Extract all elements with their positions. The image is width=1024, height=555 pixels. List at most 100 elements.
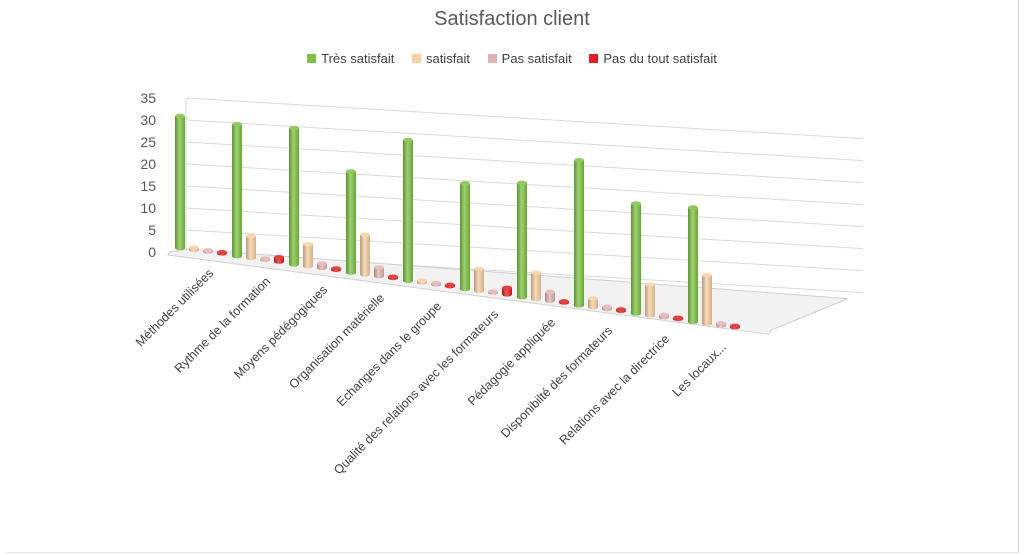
bar-pas-du-tout-satisfait [616,307,626,313]
bar-pas-satisfait [602,304,612,312]
bar-tr-s-satisfait [517,180,527,300]
legend-item-pas-du-tout-satisfait: Pas du tout satisfait [589,51,717,66]
x-tick-label: Echanges dans le groupe [334,299,444,409]
bar-tr-s-satisfait [460,181,470,292]
bar-tr-s-satisfait [346,169,356,275]
bar-top [346,169,356,174]
bar-tr-s-satisfait [289,125,299,267]
bar-top [388,274,398,279]
bar-top [360,232,370,237]
bar-top [417,278,427,283]
bar-pas-du-tout-satisfait [217,250,227,256]
bar-body [588,298,598,310]
bar-body [545,292,555,303]
bar-top [517,180,527,185]
x-tick-label: Disponibilté des formateurs [498,324,615,441]
bar-top [445,282,455,288]
bar-pas-satisfait [203,248,213,254]
x-tick-label: Relations avec la directrice [557,332,673,448]
bar-top [175,113,185,119]
bar-tr-s-satisfait [631,201,641,316]
legend-label: satisfait [425,51,471,66]
bar-top [246,233,256,239]
bar-body [460,183,470,292]
bar-top [531,270,541,275]
bar-body [346,171,356,275]
bar-satisfait [645,282,655,318]
bar-pas-satisfait [659,312,669,320]
bar-body [360,234,370,277]
bar-pas-du-tout-satisfait [730,323,740,330]
bar-pas-du-tout-satisfait [673,315,683,322]
y-tick-label: 30 [140,112,156,128]
legend-label: Pas du tout satisfait [603,51,717,66]
y-tick-label: 20 [140,156,156,172]
bar-top [631,201,641,206]
y-tick-label: 35 [140,90,156,106]
bar-body [574,160,584,308]
bar-top [574,158,584,163]
bar-body [702,275,712,326]
legend-swatch-pas-satisfait [487,54,497,63]
bar-satisfait [246,233,256,261]
bar-body [232,124,242,259]
bar-body [474,268,484,293]
bar-pas-satisfait [431,280,441,287]
bar-body [502,287,512,297]
bar-pas-du-tout-satisfait [274,255,284,264]
bar-top [331,266,341,271]
legend-swatch-tres-satisfait [307,54,317,63]
bar-top [645,282,655,287]
bar-top [303,242,313,247]
bar-top [730,323,740,329]
bar-top [545,289,555,295]
bar-satisfait [189,245,200,252]
bar-pas-satisfait [716,321,726,328]
bar-top [659,312,669,318]
bar-tr-s-satisfait [403,137,413,283]
legend-label: Très satisfait [321,51,395,66]
gridline [185,97,864,140]
bar-pas-du-tout-satisfait [445,282,455,289]
bar-body [374,267,384,279]
bar-satisfait [531,270,541,302]
bar-top [317,261,327,266]
x-tick-label: Les locaux... [670,340,730,400]
bar-top [716,321,726,326]
legend-item-tres-satisfait: Très satisfait [307,51,394,66]
bar-satisfait [303,242,313,269]
bar-top [616,307,626,312]
y-tick-label: 25 [140,134,156,150]
bar-pas-satisfait [374,265,384,279]
bar-pas-satisfait [317,261,327,271]
chart-frame: Satisfaction client Très satisfait satis… [6,0,1019,553]
bar-pas-du-tout-satisfait [559,299,569,305]
bar-top [602,304,612,309]
bar-top [702,273,712,278]
bar-body [688,207,698,324]
y-tick-label: 5 [148,222,156,238]
bar-body [175,116,185,251]
bar-top [431,280,441,286]
legend-label: Pas satisfait [501,51,572,66]
bar-satisfait [417,278,427,285]
y-tick-label: 0 [148,244,156,260]
bar-satisfait [702,273,712,326]
bar-tr-s-satisfait [232,122,242,259]
bar-pas-du-tout-satisfait [502,285,512,297]
bar-top [203,248,213,253]
bar-top [260,256,270,261]
bar-pas-du-tout-satisfait [388,274,398,281]
bar-top [217,250,227,255]
bar-body [403,140,413,283]
bar-top [403,137,413,143]
bar-body [246,236,256,261]
bar-satisfait [360,232,370,277]
legend-swatch-satisfait [411,54,421,63]
bar-body [645,284,655,318]
bar-pas-satisfait [488,289,498,295]
bar-body [517,182,527,300]
bar-top [460,181,470,186]
gridline [185,119,864,162]
